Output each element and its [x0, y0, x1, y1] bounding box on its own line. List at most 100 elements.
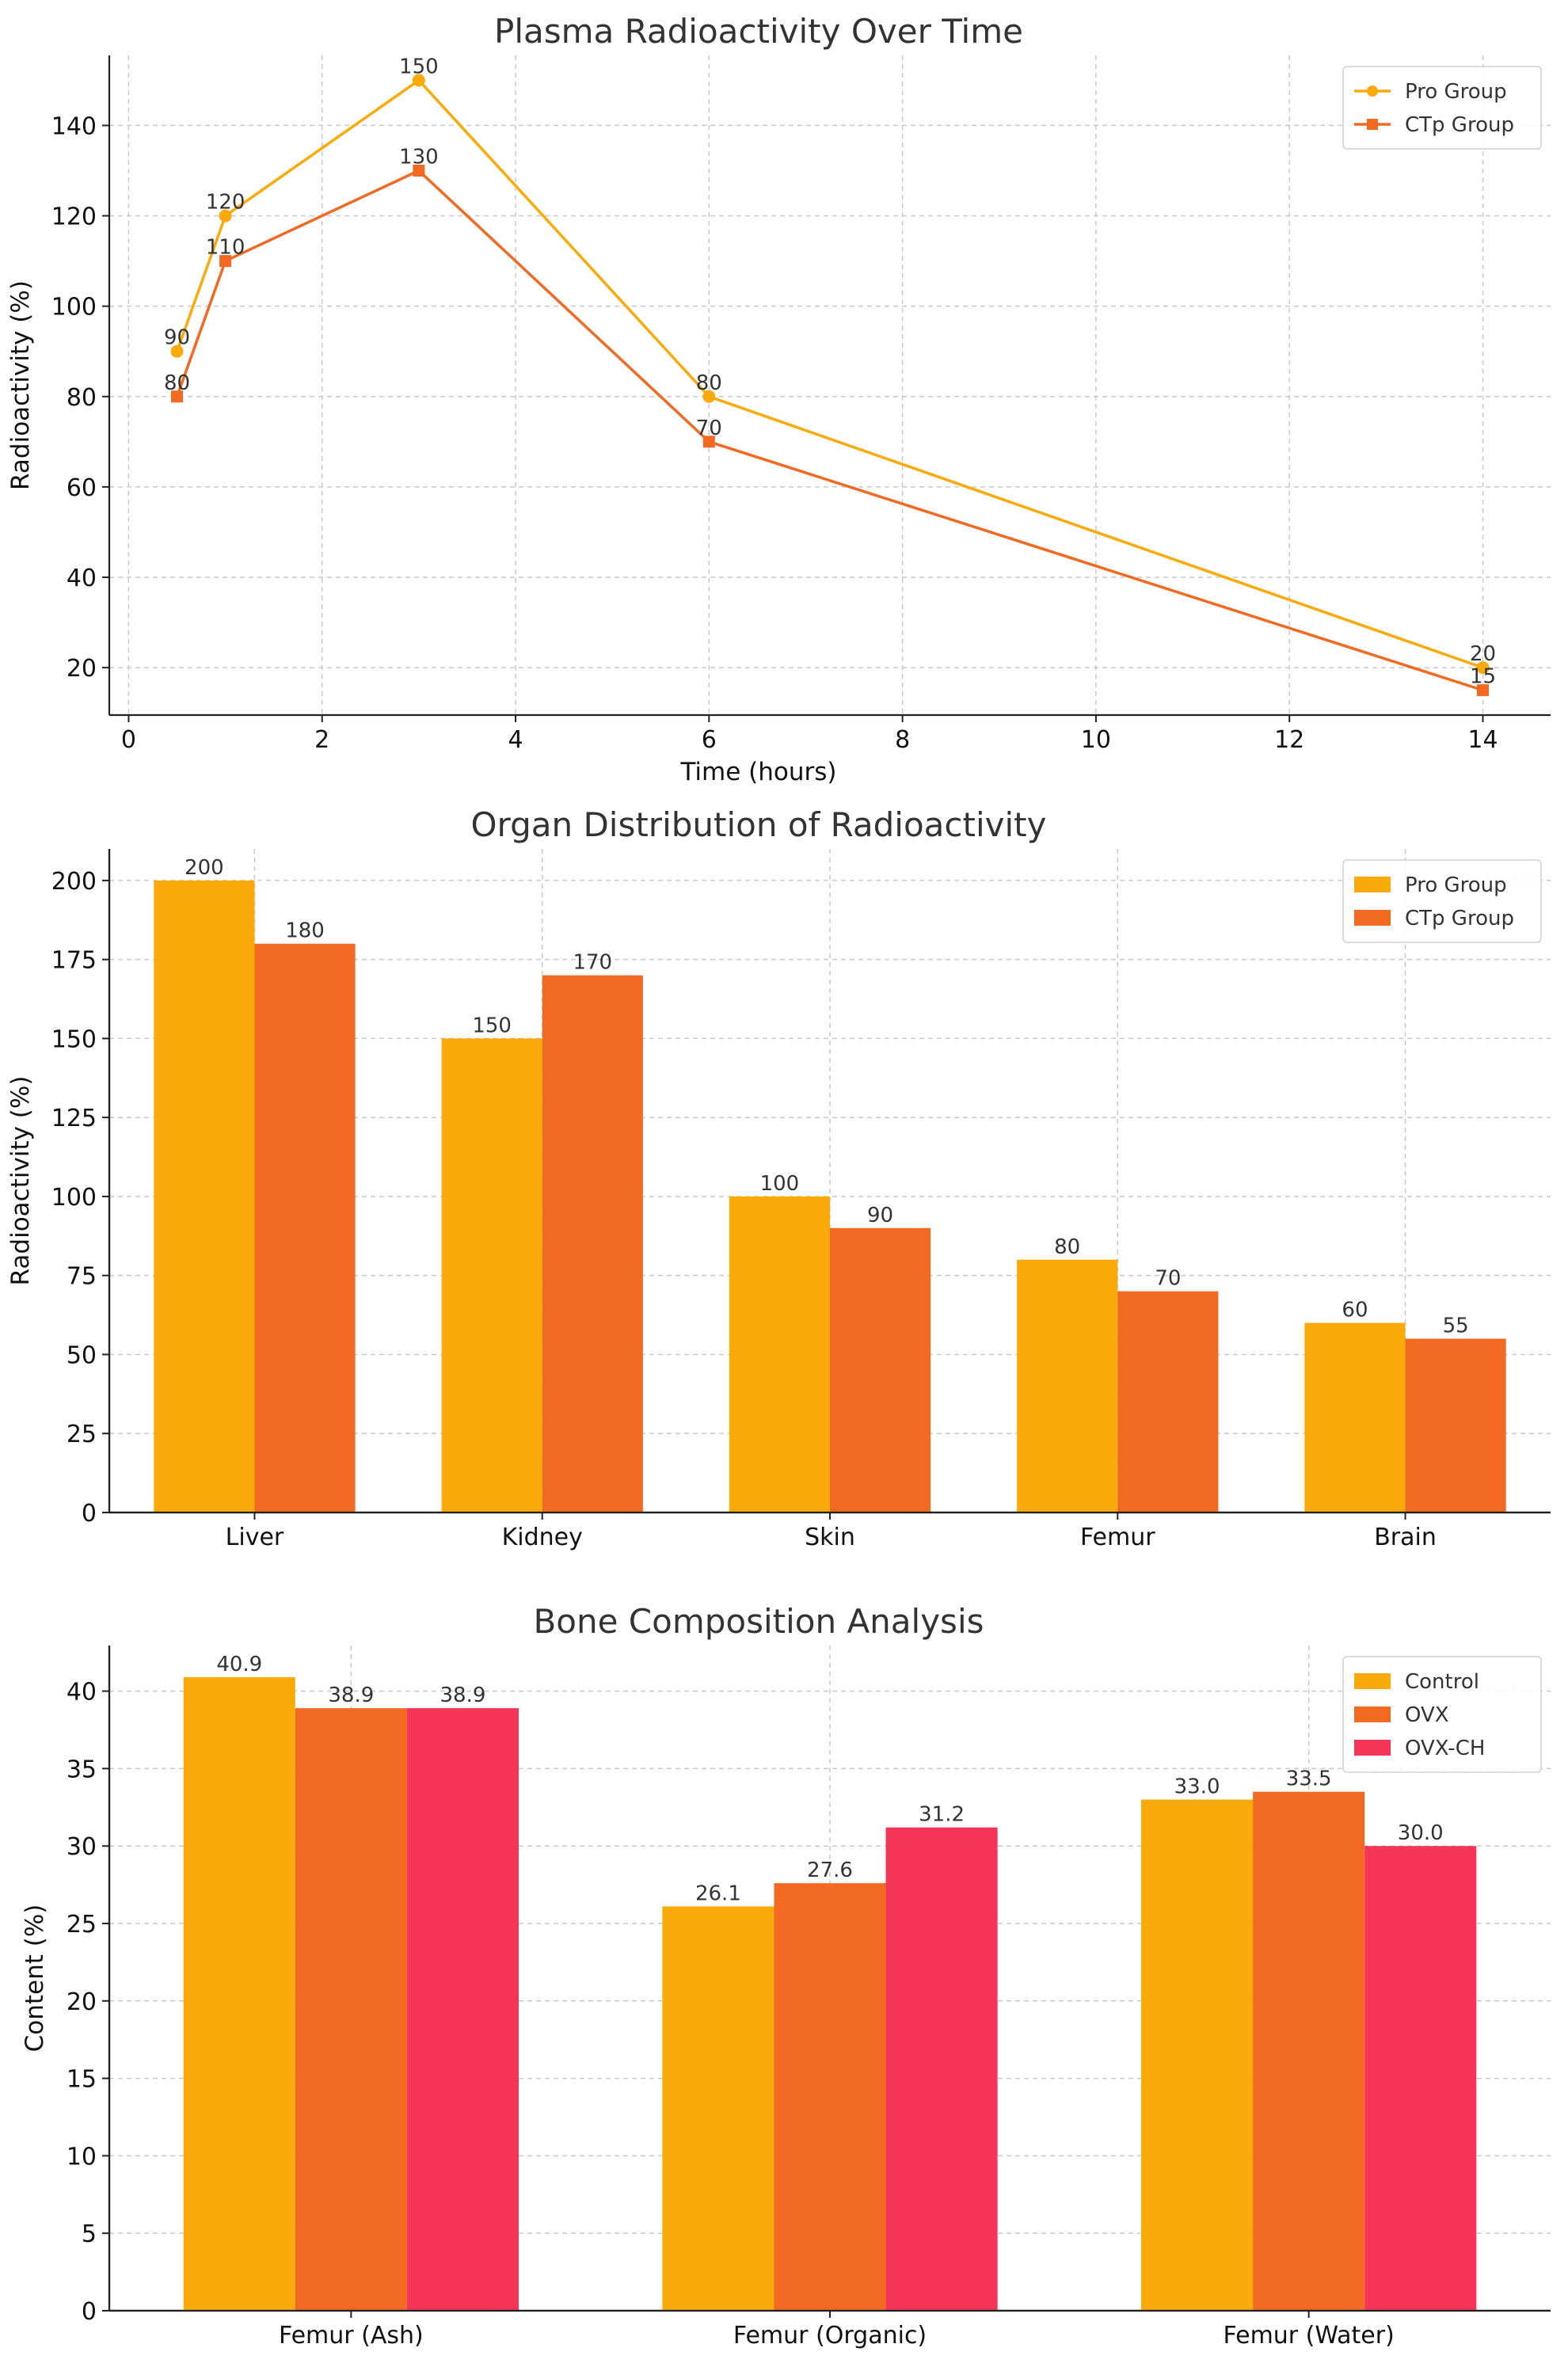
bar — [1364, 1846, 1477, 2311]
bar — [774, 1883, 886, 2311]
chart-title: Plasma Radioactivity Over Time — [494, 12, 1023, 51]
data-label: 20 — [1470, 642, 1496, 666]
y-tick-label: 60 — [67, 474, 97, 502]
legend: Pro Group CTp Group — [1342, 859, 1542, 943]
data-label: 80 — [164, 371, 190, 395]
x-tick-label: Femur (Ash) — [279, 2322, 424, 2349]
y-tick-label: 125 — [51, 1105, 97, 1132]
y-tick-label: 200 — [51, 868, 97, 896]
x-tick-label: Liver — [226, 1524, 284, 1551]
bar-value-label: 31.2 — [919, 1803, 965, 1827]
bar-value-label: 180 — [285, 919, 325, 943]
bar-value-label: 150 — [472, 1014, 512, 1037]
x-tick-label: Brain — [1374, 1524, 1437, 1551]
legend-square-marker — [1367, 119, 1378, 130]
bar — [1253, 1791, 1365, 2311]
data-point — [412, 74, 425, 87]
legend: Control OVX OVX-CH — [1342, 1656, 1542, 1773]
bar — [885, 1827, 998, 2311]
data-point — [1476, 684, 1489, 697]
series-line — [175, 169, 1484, 692]
legend-color-swatch — [1354, 1740, 1391, 1756]
bar — [441, 1038, 542, 1512]
bar-value-label: 90 — [867, 1204, 893, 1227]
series-pro-group: 200 150 100 80 60 — [154, 856, 1406, 1512]
legend-color-swatch — [1354, 877, 1391, 892]
legend-frame — [1342, 66, 1542, 150]
x-tick-label: 6 — [702, 726, 717, 754]
y-axis-label: Radioactivity (%) — [6, 1076, 35, 1286]
x-tick-label: 8 — [895, 726, 910, 754]
bar-value-label: 40.9 — [216, 1653, 262, 1676]
y-tick-label: 5 — [82, 2220, 97, 2248]
x-tick-label: Femur (Organic) — [733, 2322, 927, 2349]
y-tick-label: 140 — [51, 112, 97, 140]
data-label: 80 — [696, 371, 722, 395]
bar — [830, 1227, 931, 1512]
legend-item: Pro Group — [1354, 80, 1507, 104]
y-tick-label: 35 — [67, 1756, 97, 1783]
legend-item: Control — [1354, 1670, 1479, 1694]
bar-value-label: 55 — [1443, 1315, 1469, 1338]
x-tick-label: Skin — [805, 1524, 855, 1551]
data-point — [1476, 661, 1490, 675]
bar-value-label: 70 — [1155, 1267, 1181, 1291]
chart-title: Bone Composition Analysis — [533, 1602, 984, 1641]
y-tick-label: 0 — [82, 1500, 97, 1528]
data-point — [702, 436, 715, 448]
bar-value-label: 38.9 — [328, 1684, 374, 1707]
bar — [1141, 1799, 1254, 2311]
bar-value-label: 38.9 — [440, 1684, 485, 1707]
y-tick-label: 10 — [67, 2143, 97, 2171]
x-tick-label: 12 — [1274, 726, 1304, 754]
y-tick-label: 25 — [67, 1911, 97, 1939]
data-label: 130 — [399, 145, 439, 169]
legend-label: Control — [1405, 1670, 1479, 1694]
bar-value-label: 33.0 — [1174, 1775, 1220, 1799]
bar — [1117, 1291, 1219, 1512]
legend-item: OVX-CH — [1354, 1737, 1485, 1760]
data-label: 120 — [206, 191, 245, 215]
bar — [1304, 1322, 1406, 1512]
y-tick-label: 100 — [51, 1184, 97, 1212]
legend-circle-marker — [1367, 86, 1378, 97]
x-tick-label: Kidney — [502, 1524, 583, 1551]
bar-value-label: 200 — [185, 856, 224, 880]
legend-item: Pro Group — [1354, 873, 1507, 897]
bar — [406, 1708, 519, 2311]
legend: Pro Group CTp Group — [1342, 66, 1542, 150]
y-axis-label: Radioactivity (%) — [6, 280, 35, 490]
organ-bar-chart: 0 25 50 75 100 125 150 175 200 Liver Kidney Skin Fem… — [6, 805, 1551, 1551]
legend-label: Pro Group — [1405, 873, 1507, 897]
x-tick-label: 10 — [1081, 726, 1111, 754]
y-tick-label: 80 — [67, 384, 97, 412]
data-label: 110 — [206, 236, 245, 260]
x-axis-label: Time (hours) — [679, 758, 836, 786]
bar — [662, 1906, 774, 2311]
series-pro-group: 90 120 150 80 20 — [164, 55, 1496, 675]
legend-color-swatch — [1354, 1673, 1391, 1689]
y-tick-label: 40 — [67, 565, 97, 592]
series-ovx: 38.9 27.6 33.5 — [295, 1684, 1365, 2311]
series-ovx-ch: 38.9 31.2 30.0 — [406, 1684, 1477, 2311]
legend-item: CTp Group — [1354, 907, 1514, 930]
series-control: 40.9 26.1 33.0 — [183, 1653, 1254, 2311]
y-tick-label: 40 — [67, 1679, 97, 1706]
y-tick-label: 20 — [67, 1988, 97, 2016]
y-tick-label: 150 — [51, 1025, 97, 1053]
y-tick-label: 25 — [67, 1421, 97, 1448]
data-point — [702, 390, 716, 403]
bar — [1017, 1259, 1118, 1512]
bar — [154, 880, 255, 1512]
data-point — [219, 255, 232, 268]
data-label: 70 — [696, 417, 722, 440]
legend-label: CTp Group — [1405, 113, 1514, 137]
data-label: 90 — [164, 326, 190, 350]
y-tick-label: 100 — [51, 294, 97, 322]
chart-title: Organ Distribution of Radioactivity — [470, 805, 1046, 844]
data-point — [170, 344, 184, 358]
y-tick-label: 30 — [67, 1833, 97, 1861]
x-tick-label: 4 — [508, 726, 523, 754]
legend-label: OVX — [1405, 1703, 1449, 1727]
y-tick-label: 50 — [67, 1341, 97, 1369]
